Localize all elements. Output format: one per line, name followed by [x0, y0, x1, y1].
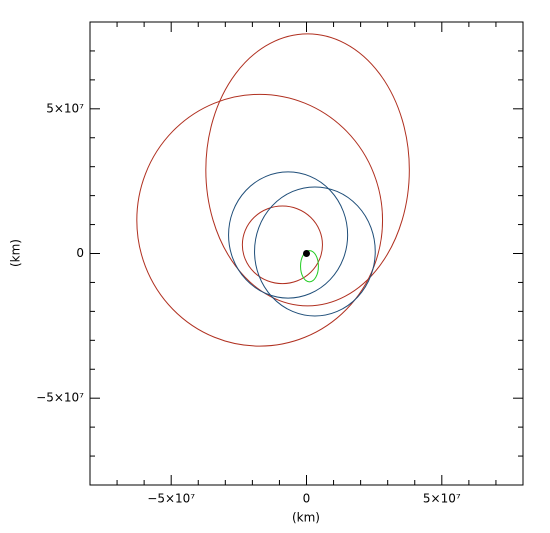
orbit	[241, 205, 323, 285]
orbit	[300, 250, 319, 283]
orbit	[228, 171, 349, 299]
x-tick-label: −5×10⁷	[147, 492, 195, 506]
y-tick-label: 5×10⁷	[46, 101, 84, 115]
y-axis-label: (km)	[9, 239, 23, 267]
orbit	[205, 33, 410, 307]
x-axis-label: (km)	[292, 511, 320, 525]
orbit	[136, 93, 384, 347]
central-body	[303, 250, 310, 257]
y-tick-label: −5×10⁷	[36, 391, 84, 405]
y-tick-label: 0	[76, 246, 84, 260]
x-tick-label: 5×10⁷	[423, 492, 461, 506]
x-tick-label: 0	[303, 492, 311, 506]
orbit	[254, 186, 376, 317]
